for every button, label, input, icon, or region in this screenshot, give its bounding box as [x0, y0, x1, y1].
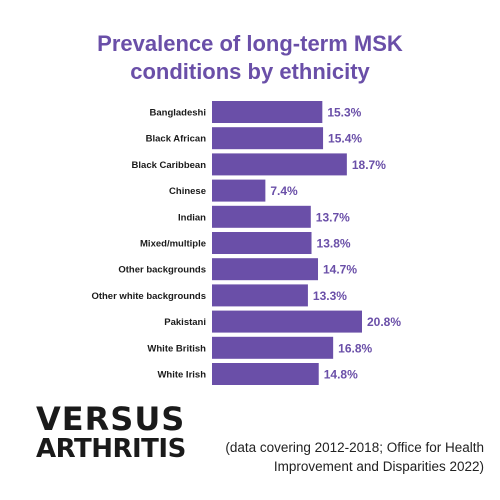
value-label: 15.4%: [328, 132, 362, 146]
category-label: White British: [147, 343, 206, 354]
value-label: 13.3%: [313, 289, 347, 303]
bar: [212, 363, 319, 385]
bar: [212, 179, 266, 202]
bar: [212, 127, 324, 150]
source-note: (data covering 2012-2018; Office for Hea…: [194, 438, 484, 476]
category-label: Bangladeshi: [150, 108, 207, 119]
bar: [212, 153, 347, 176]
bar-chart: Bangladeshi 15.3% Black African 15.4% Black …: [91, 101, 401, 385]
category-label: White Irish: [157, 370, 206, 381]
category-label: Other white backgrounds: [91, 291, 206, 302]
bar: [212, 336, 334, 359]
category-label: Indian: [178, 212, 206, 223]
chart-title-line2: conditions by ethnicity: [130, 59, 370, 84]
source-line2: Improvement and Disparities 2022): [273, 459, 484, 474]
value-label: 7.4%: [270, 184, 298, 198]
source-line1: (data covering 2012-2018; Office for Hea…: [225, 440, 484, 455]
bar: [212, 284, 308, 307]
chart-title: Prevalence of long-term MSK conditions b…: [0, 30, 500, 86]
value-label: 13.7%: [316, 210, 350, 224]
value-label: 16.8%: [338, 341, 372, 355]
value-label: 18.7%: [352, 158, 386, 172]
category-label: Black African: [146, 134, 207, 145]
logo-line1: VERSUS: [36, 400, 186, 438]
category-label: Chinese: [169, 186, 206, 197]
value-label: 14.8%: [324, 368, 358, 382]
value-label: 15.3%: [327, 106, 361, 120]
bar: [212, 232, 312, 254]
bar: [212, 310, 362, 333]
chart-title-line1: Prevalence of long-term MSK: [97, 31, 403, 56]
value-label: 14.7%: [323, 263, 357, 277]
category-label: Mixed/multiple: [140, 239, 206, 250]
versus-arthritis-logo: VERSUS ARTHRITIS: [36, 400, 186, 464]
bar: [212, 101, 323, 123]
value-label: 20.8%: [367, 315, 401, 329]
value-label: 13.8%: [317, 237, 351, 251]
bar: [212, 258, 319, 281]
logo-line2: ARTHRITIS: [36, 434, 186, 464]
category-label: Other backgrounds: [118, 265, 206, 276]
category-label: Black Caribbean: [132, 160, 207, 171]
category-label: Pakistani: [164, 317, 206, 328]
bar: [212, 205, 311, 228]
